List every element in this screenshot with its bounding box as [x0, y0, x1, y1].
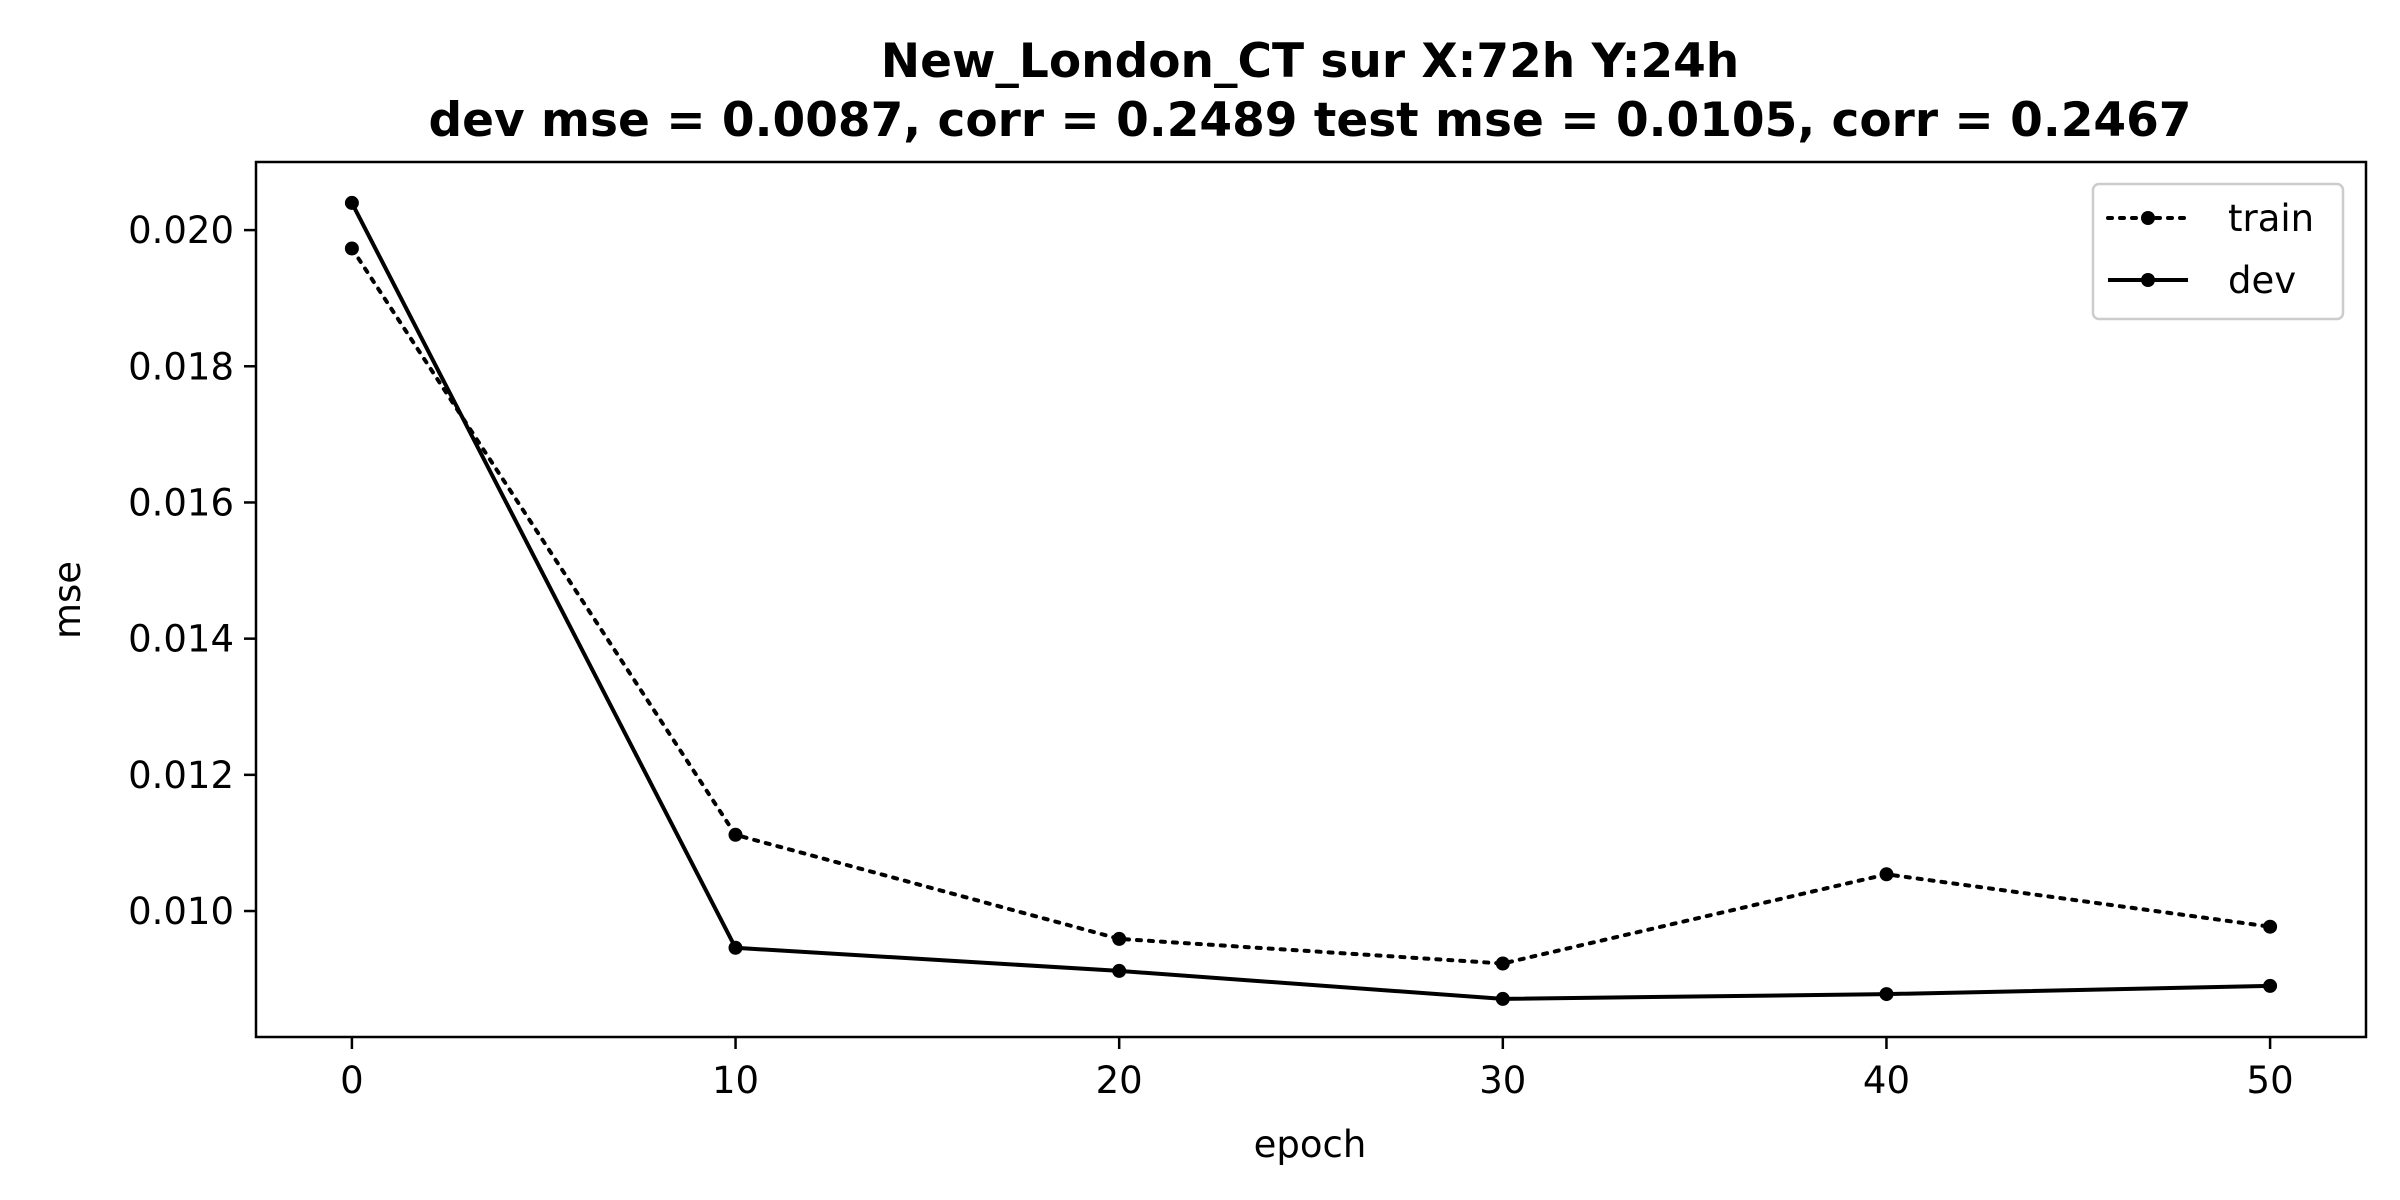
y-tick-label-3: 0.016 [128, 481, 234, 524]
x-tick-label-3: 30 [1479, 1059, 1526, 1102]
x-tick-label-5: 50 [2247, 1059, 2294, 1102]
y-tick-label-5: 0.020 [128, 209, 234, 252]
point-train-0 [344, 241, 359, 256]
y-tick-label-1: 0.012 [128, 754, 234, 797]
x-tick-label-2: 20 [1096, 1059, 1143, 1102]
y-tick-label-0: 0.010 [128, 890, 234, 933]
x-axis-label: epoch [1254, 1123, 1367, 1166]
point-dev-4 [1879, 987, 1894, 1002]
chart-title: New_London_CT sur X:72h Y:24h [881, 34, 1739, 89]
point-dev-3 [1495, 991, 1510, 1006]
point-dev-1 [728, 940, 743, 955]
legend-train-marker [2141, 211, 2155, 225]
legend-train-label: train [2228, 197, 2314, 240]
point-train-5 [2263, 919, 2278, 934]
x-tick-label-1: 10 [712, 1059, 759, 1102]
x-axis: 0 10 20 30 40 50 [340, 1037, 2294, 1102]
chart-subtitle: dev mse = 0.0087, corr = 0.2489 test mse… [428, 93, 2191, 148]
plot-area [344, 195, 2278, 1006]
y-axis: 0.010 0.012 0.014 0.016 0.018 0.020 [128, 209, 256, 933]
point-train-1 [728, 827, 743, 842]
point-dev-5 [2263, 978, 2278, 993]
legend: train dev [2091, 182, 2345, 321]
point-dev-2 [1112, 963, 1127, 978]
y-tick-label-2: 0.014 [128, 618, 234, 661]
y-tick-label-4: 0.018 [128, 345, 234, 388]
x-tick-label-0: 0 [340, 1059, 364, 1102]
x-tick-label-4: 40 [1863, 1059, 1910, 1102]
legend-dev-label: dev [2228, 259, 2296, 302]
point-train-3 [1495, 956, 1510, 971]
series-line-dev [350, 201, 2271, 1001]
point-train-2 [1112, 931, 1127, 946]
series-line-train [349, 246, 2273, 966]
y-axis-label: mse [46, 561, 89, 639]
legend-dev-marker [2141, 273, 2155, 287]
point-dev-0 [344, 195, 359, 210]
axes-frame [254, 160, 2368, 1039]
point-train-4 [1879, 867, 1894, 882]
